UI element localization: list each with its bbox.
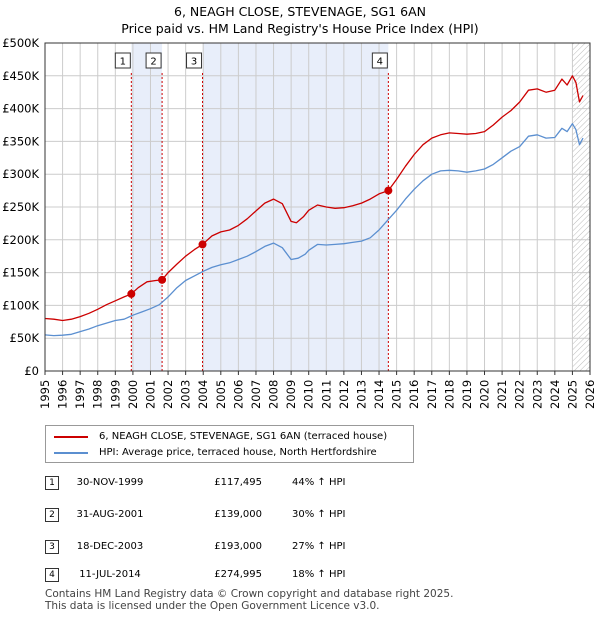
legend-swatch-property — [54, 436, 88, 438]
x-tick-label: 1997 — [73, 380, 87, 409]
sale-number: 2 — [45, 508, 59, 522]
plot-border — [44, 42, 591, 372]
x-tick-label: 1999 — [108, 380, 122, 409]
y-tick-label: £450K — [2, 69, 39, 83]
x-tick-label: 2026 — [583, 380, 597, 409]
x-tick-label: 2003 — [179, 380, 193, 409]
x-tick-label: 2017 — [425, 380, 439, 409]
sale-label-number: 2 — [150, 57, 156, 68]
sale-date: 31-AUG-2001 — [76, 509, 144, 520]
x-tick-label: 2011 — [319, 380, 333, 409]
property-price-line — [44, 75, 584, 322]
sale-label-number: 1 — [120, 57, 126, 68]
sale-row: 3 18-DEC-2003 £193,000 27% ↑ HPI — [0, 538, 600, 558]
sale-price: £193,000 — [214, 541, 262, 552]
sale-row: 1 30-NOV-1999 £117,495 44% ↑ HPI — [0, 474, 600, 494]
legend-label-hpi: HPI: Average price, terraced house, Nort… — [99, 447, 377, 458]
x-tick-label: 2001 — [143, 380, 157, 409]
y-tick-label: £200K — [2, 233, 39, 247]
sale-price: £117,495 — [214, 477, 262, 488]
x-tick-label: 2022 — [513, 380, 527, 409]
x-tick-label: 2012 — [337, 380, 351, 409]
sale-label-number: 4 — [377, 57, 383, 68]
chart-subtitle: Price paid vs. HM Land Registry's House … — [121, 21, 479, 36]
x-tick-label: 2009 — [284, 380, 298, 409]
x-tick-label: 2005 — [214, 380, 228, 409]
footer: Contains HM Land Registry data © Crown c… — [45, 588, 453, 612]
x-tick-label: 2021 — [495, 380, 509, 409]
sale-hpi-change: 44% ↑ HPI — [292, 477, 346, 488]
chart-title: 6, NEAGH CLOSE, STEVENAGE, SG1 6AN — [174, 4, 426, 19]
legend-swatch-hpi — [54, 452, 88, 454]
hpi-line — [44, 123, 584, 337]
sale-date: 18-DEC-2003 — [76, 541, 144, 552]
y-tick-label: £500K — [2, 36, 39, 50]
y-tick-label: £150K — [2, 266, 39, 280]
sale-label-box — [186, 52, 203, 69]
x-tick-label: 2019 — [460, 380, 474, 409]
sale-point — [158, 275, 167, 284]
y-tick-label: £350K — [2, 134, 39, 148]
sale-point — [198, 240, 207, 249]
footer-copyright: Contains HM Land Registry data © Crown c… — [45, 588, 454, 600]
x-tick-label: 2013 — [354, 380, 368, 409]
y-tick-label: £100K — [2, 298, 39, 312]
legend-label-property: 6, NEAGH CLOSE, STEVENAGE, SG1 6AN (terr… — [99, 431, 388, 442]
sale-label-box — [114, 52, 131, 69]
footer-licence: This data is licensed under the Open Gov… — [45, 600, 380, 612]
y-tick-label: £300K — [2, 167, 39, 181]
sale-label-number: 3 — [191, 57, 197, 68]
x-tick-label: 2024 — [548, 380, 562, 409]
sale-number: 4 — [45, 568, 59, 582]
price-chart: 1 2 3 4 £0 £50K £100K £150K £200K £250K £300K £350K… — [2, 36, 597, 409]
x-tick-label: 2000 — [126, 380, 140, 409]
x-tick-label: 2020 — [478, 380, 492, 409]
x-tick-label: 2007 — [249, 380, 263, 409]
sale-number: 1 — [45, 476, 59, 490]
y-tick-label: £50K — [10, 331, 40, 345]
sale-hpi-change: 30% ↑ HPI — [292, 509, 346, 520]
sale-price: £274,995 — [214, 569, 262, 580]
x-tick-label: 1998 — [91, 380, 105, 409]
x-tick-label: 2018 — [442, 380, 456, 409]
x-tick-label: 2008 — [267, 380, 281, 409]
sale-hpi-change: 18% ↑ HPI — [292, 569, 346, 580]
x-tick-label: 1995 — [38, 380, 52, 409]
sale-row: 2 31-AUG-2001 £139,000 30% ↑ HPI — [0, 506, 600, 526]
sale-point — [384, 186, 393, 195]
x-tick-label: 2004 — [196, 380, 210, 409]
sale-label-box — [145, 52, 162, 69]
sale-date: 30-NOV-1999 — [76, 477, 144, 488]
x-tick-label: 2025 — [565, 380, 579, 409]
sale-number: 3 — [45, 540, 59, 554]
y-tick-label: £0 — [24, 364, 39, 378]
y-tick-label: £250K — [2, 200, 39, 214]
y-tick-label: £400K — [2, 102, 39, 116]
sale-price: £139,000 — [214, 509, 262, 520]
sale-hpi-change: 27% ↑ HPI — [292, 541, 346, 552]
sale-point — [127, 289, 136, 298]
x-tick-label: 2006 — [231, 380, 245, 409]
legend: 6, NEAGH CLOSE, STEVENAGE, SG1 6AN (terr… — [45, 425, 414, 463]
x-tick-label: 2002 — [161, 380, 175, 409]
sale-date: 11-JUL-2014 — [79, 569, 141, 580]
x-tick-label: 2015 — [390, 380, 404, 409]
x-tick-label: 2016 — [407, 380, 421, 409]
x-tick-label: 2014 — [372, 380, 386, 409]
x-tick-label: 2023 — [530, 380, 544, 409]
x-tick-label: 2010 — [302, 380, 316, 409]
sale-row: 4 11-JUL-2014 £274,995 18% ↑ HPI — [0, 566, 600, 586]
sale-label-box — [371, 52, 388, 69]
x-tick-label: 1996 — [56, 380, 70, 409]
